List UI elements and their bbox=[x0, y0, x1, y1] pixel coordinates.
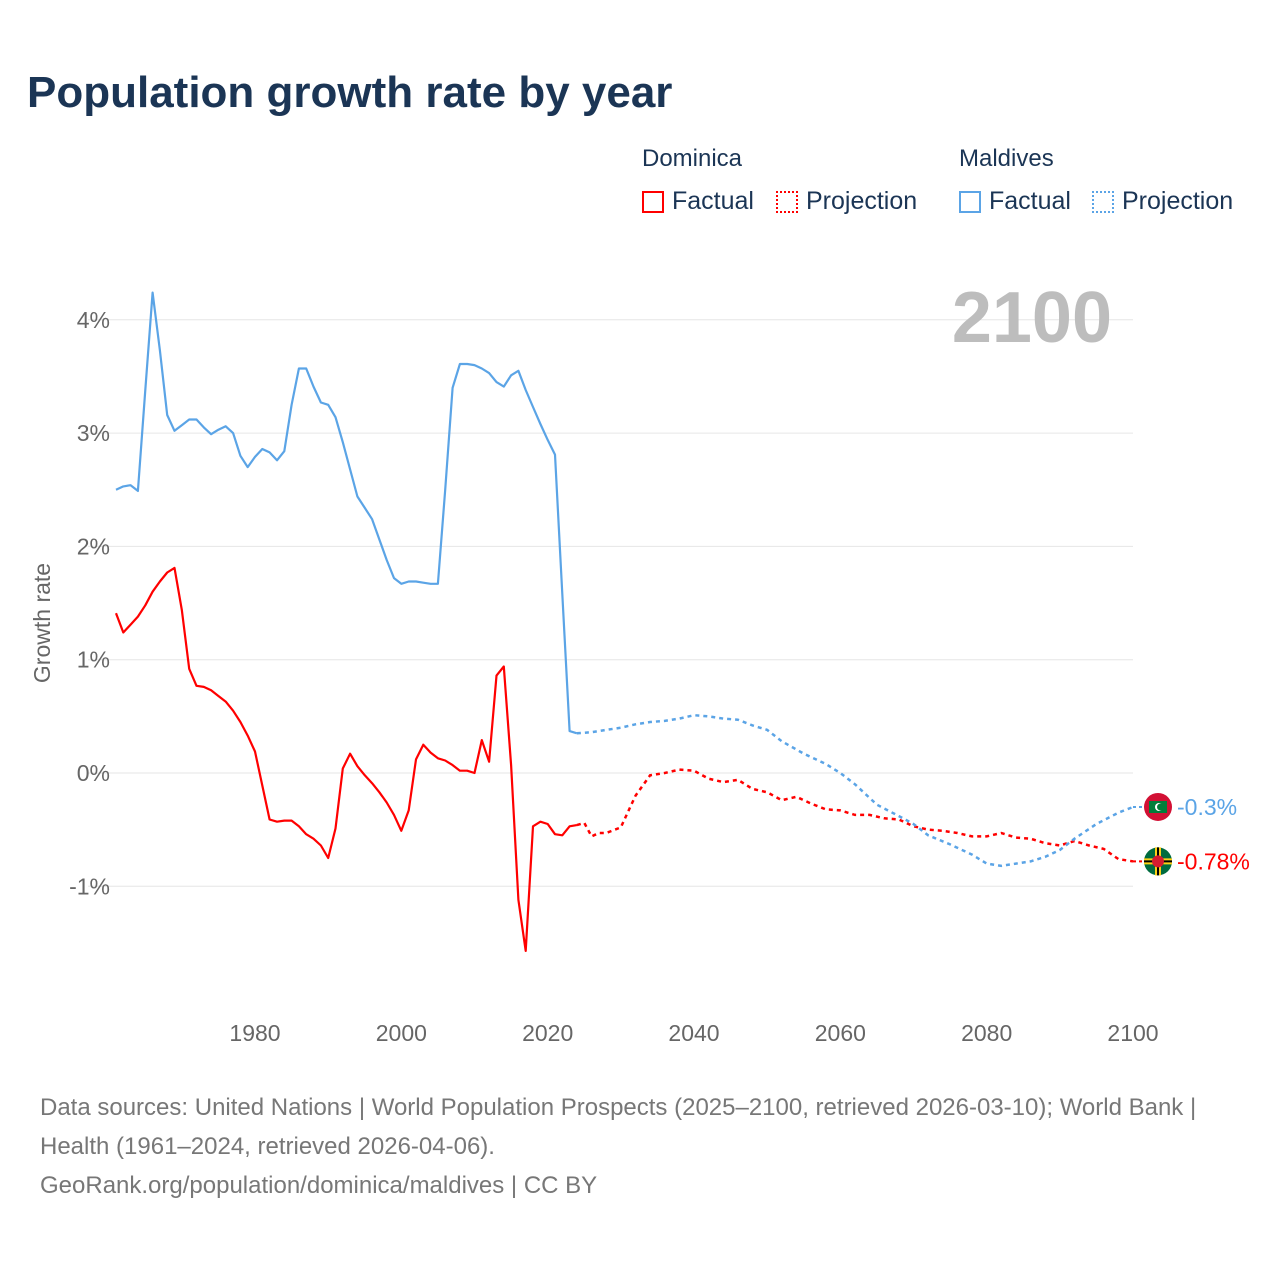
x-tick-label: 2020 bbox=[522, 1020, 573, 1046]
y-tick-label: 4% bbox=[77, 307, 110, 333]
legend-swatch-dotted bbox=[1092, 190, 1114, 213]
flag-disc bbox=[1152, 855, 1164, 868]
y-axis-label: Growth rate bbox=[29, 563, 55, 683]
x-tick-label: 2040 bbox=[668, 1020, 719, 1046]
flag-crescent-cut bbox=[1157, 803, 1164, 811]
maldives-flag-icon bbox=[1144, 792, 1172, 821]
legend-swatch-solid bbox=[959, 190, 981, 213]
credit-link[interactable]: GeoRank.org/population/dominica/maldives… bbox=[40, 1172, 598, 1199]
x-tick-label: 1980 bbox=[229, 1020, 280, 1046]
y-tick-label: 3% bbox=[77, 420, 110, 446]
maldives-projection-line bbox=[576, 713, 1134, 868]
legend-group-maldives: Maldives bbox=[959, 145, 1054, 172]
dominica-projection-line bbox=[576, 768, 1134, 863]
legend-swatch-dotted bbox=[776, 190, 798, 213]
dominica-factual-line bbox=[114, 566, 578, 953]
data-sources: Data sources: United Nations | World Pop… bbox=[40, 1094, 1197, 1160]
legend-group-dominica: Dominica bbox=[642, 145, 743, 172]
footer: Data sources: United Nations | World Pop… bbox=[40, 1088, 1240, 1205]
maldives-end-label: -0.3% bbox=[1177, 794, 1237, 820]
maldives-factual-line bbox=[115, 291, 578, 735]
legend-label: Factual bbox=[989, 187, 1071, 215]
dominica-flag-icon bbox=[1144, 847, 1172, 876]
year-display: 2100 bbox=[952, 278, 1112, 358]
legend-label: Factual bbox=[672, 187, 754, 215]
y-tick-label: 0% bbox=[77, 760, 110, 786]
x-tick-label: 2060 bbox=[815, 1020, 866, 1046]
x-tick-label: 2080 bbox=[961, 1020, 1012, 1046]
y-tick-label: -1% bbox=[69, 873, 110, 899]
legend-label: Projection bbox=[806, 187, 918, 215]
y-tick-label: 2% bbox=[77, 533, 110, 559]
chart-title: Population growth rate by year bbox=[27, 68, 673, 117]
legend-maldives-projection[interactable]: Projection bbox=[1092, 187, 1233, 216]
legend-dominica-factual[interactable]: Factual bbox=[642, 187, 754, 216]
legend-label: Projection bbox=[1122, 187, 1234, 215]
legend-swatch-solid bbox=[642, 190, 664, 213]
y-tick-label: 1% bbox=[77, 647, 110, 673]
x-tick-label: 2100 bbox=[1107, 1020, 1158, 1046]
legend-dominica-projection[interactable]: Projection bbox=[776, 187, 917, 216]
x-tick-label: 2000 bbox=[376, 1020, 427, 1046]
plot-area: -1% 0% 1% 2% 3% 4% 1980 2000 2020 2040 2060 2080 210… bbox=[29, 278, 1250, 1046]
legend-maldives-factual[interactable]: Factual bbox=[959, 187, 1071, 216]
dominica-end-label: -0.78% bbox=[1177, 848, 1250, 874]
